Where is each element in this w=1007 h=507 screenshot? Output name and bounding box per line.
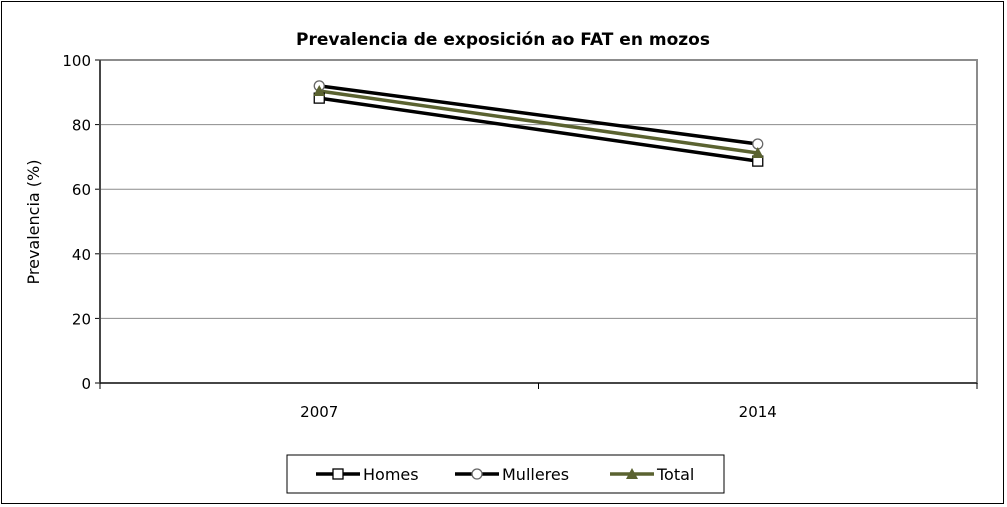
x-tick-label: 2007: [300, 403, 338, 421]
legend-marker-mulleres: [471, 468, 483, 480]
y-tick-label: 100: [62, 52, 91, 70]
legend-marker-total: [626, 468, 638, 479]
plot-area: [99, 59, 978, 384]
legend-label-mulleres: Mulleres: [502, 465, 569, 484]
y-axis-label: Prevalencia (%): [24, 160, 43, 285]
series-line-mulleres: [319, 84, 758, 146]
y-tick-label: 20: [72, 310, 91, 328]
x-tick-label: 2014: [739, 403, 777, 421]
data-point-total: [751, 147, 764, 159]
legend-label-homes: Homes: [363, 465, 419, 484]
y-tick-label: 80: [72, 117, 91, 135]
legend-marker-homes: [332, 468, 344, 480]
y-tick-label: 0: [81, 375, 91, 393]
series-line-homes: [319, 96, 758, 163]
y-tick-label: 60: [72, 181, 91, 199]
legend-label-total: Total: [656, 465, 694, 484]
series-line-total: [319, 89, 758, 155]
data-point-total: [313, 85, 326, 97]
y-tick-label: 40: [72, 246, 91, 264]
chart-title: Prevalencia de exposición ao FAT en mozo…: [296, 30, 710, 50]
